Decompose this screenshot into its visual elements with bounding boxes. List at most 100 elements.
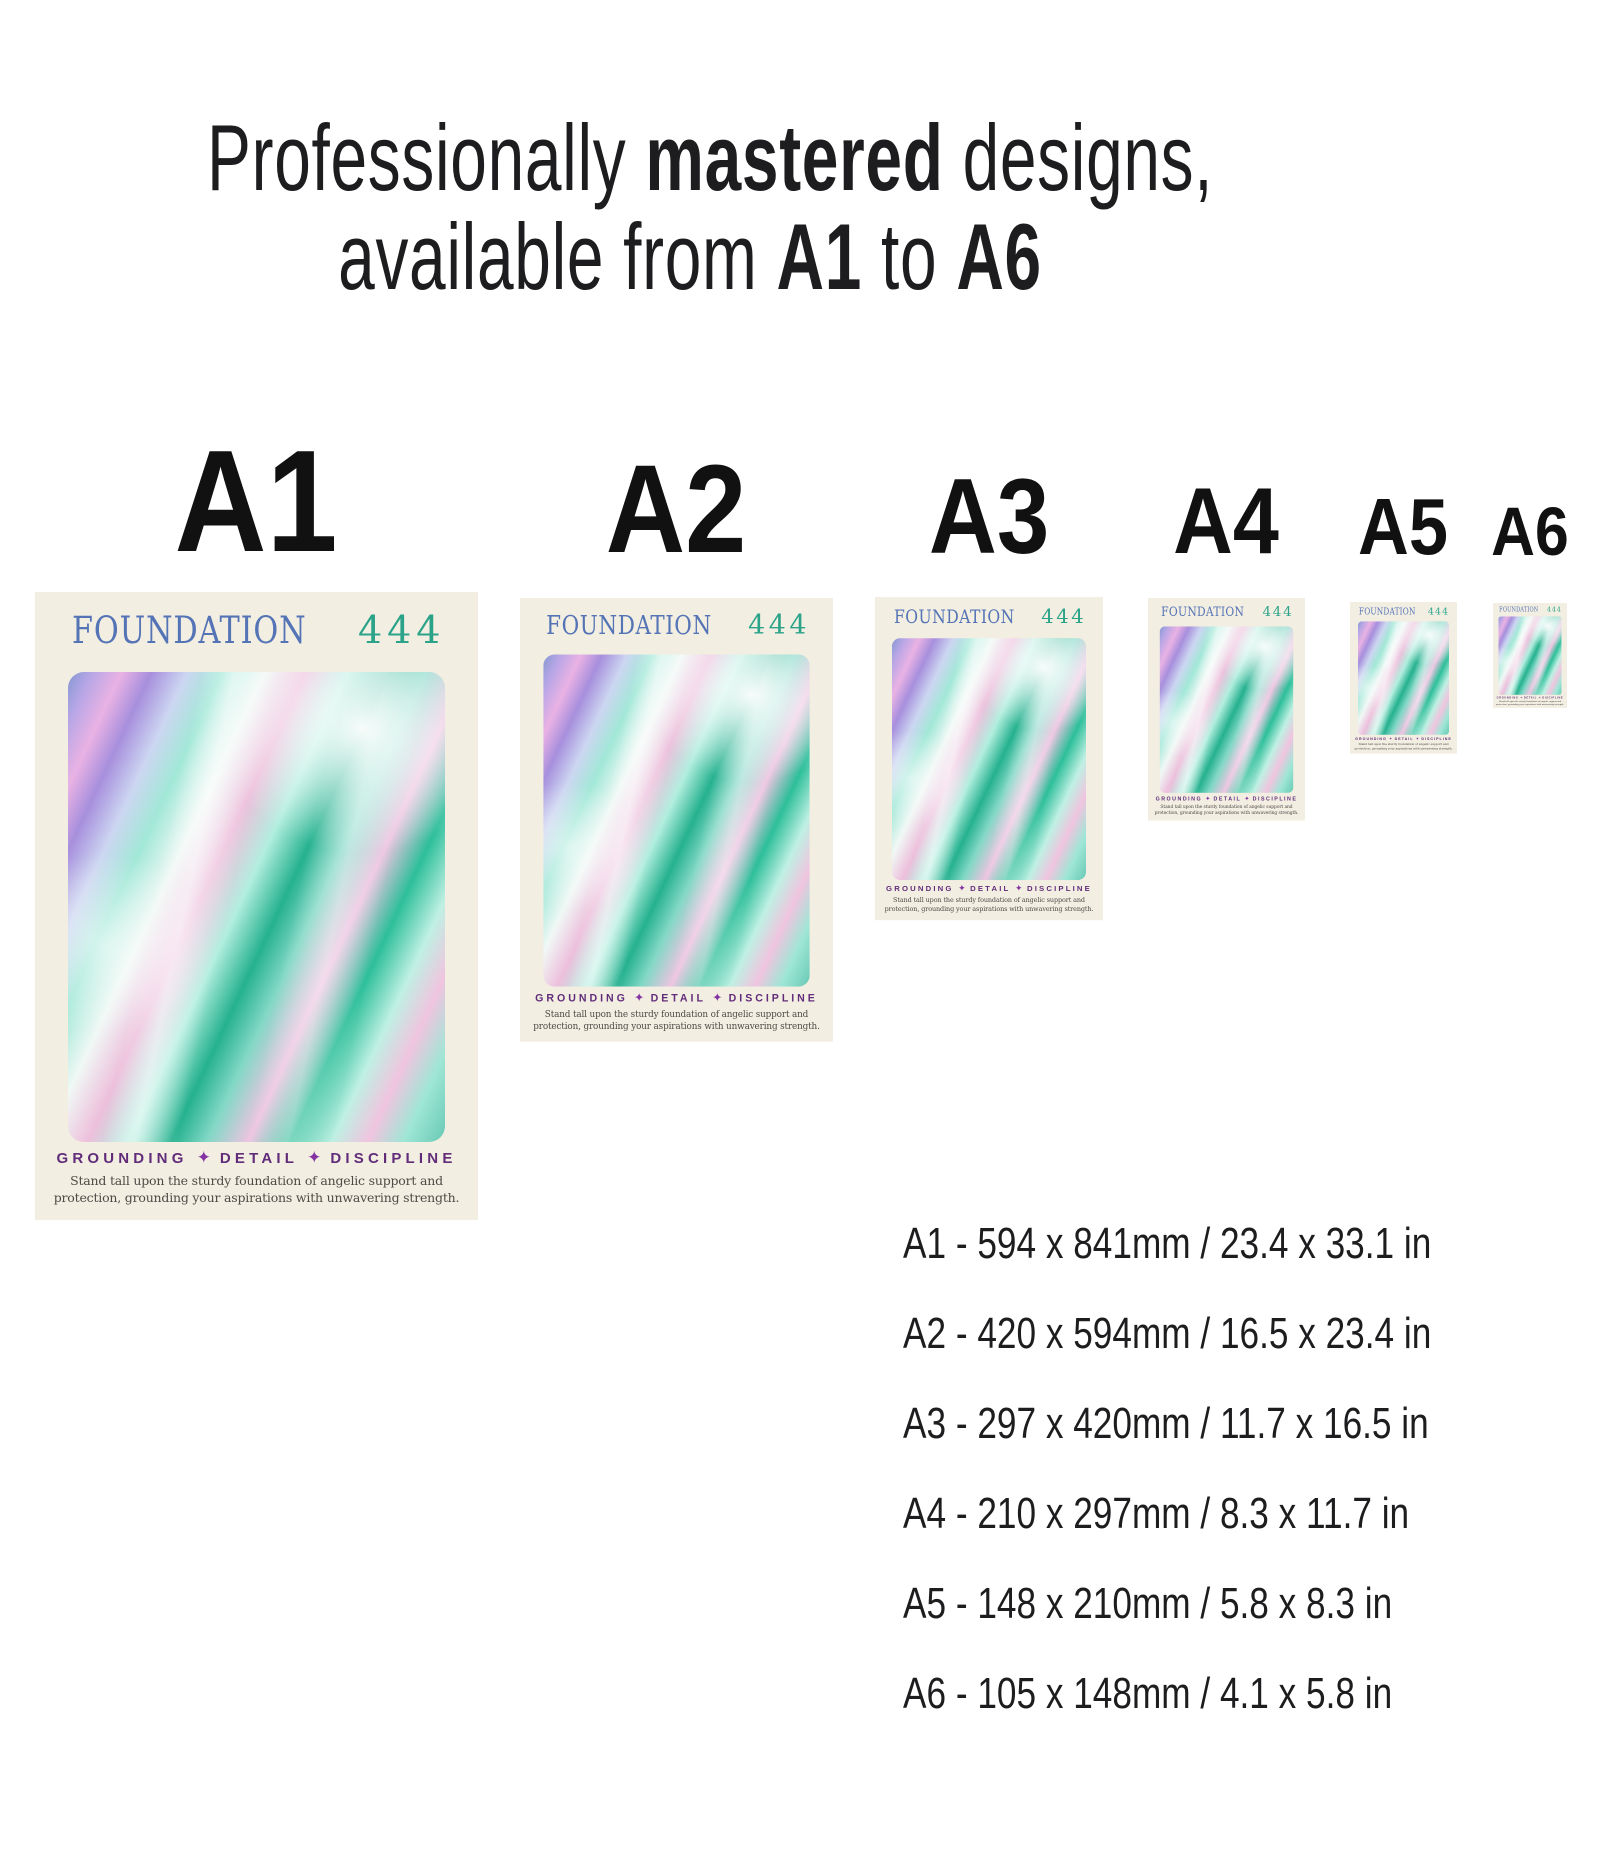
poster-header: FOUNDATION 444 <box>546 609 810 640</box>
poster-number: 444 <box>1546 605 1562 614</box>
poster-a1: FOUNDATION 444 GROUNDING ✦ DETAIL ✦ DISCIPLI… <box>35 592 478 1220</box>
poster-description: Stand tall upon the sturdy foundation of… <box>1350 742 1457 750</box>
title-line-1: Professionally mastered designs, <box>207 105 1213 210</box>
poster-brand: FOUNDATION <box>894 605 1015 628</box>
poster-number: 444 <box>1262 603 1294 620</box>
tagline-word: DISCIPLINE <box>1252 795 1298 802</box>
star-icon: ✦ <box>958 883 966 893</box>
description-line: protection, grounding your aspirations w… <box>1496 702 1564 706</box>
description-line: Stand tall upon the sturdy foundation of… <box>893 896 1085 904</box>
tagline-word: GROUNDING <box>1155 795 1203 802</box>
poster-description: Stand tall upon the sturdy foundation of… <box>1493 700 1567 706</box>
tagline-word: DISCIPLINE <box>728 992 818 1005</box>
poster-description: Stand tall upon the sturdy foundation of… <box>1148 804 1305 816</box>
poster-a4: FOUNDATION 444 GROUNDING ✦ DETAIL ✦ DISCIPLI… <box>1148 598 1305 821</box>
tagline-word: GROUNDING <box>56 1150 188 1167</box>
description-line: protection, grounding your aspirations w… <box>53 1190 460 1205</box>
star-icon: ✦ <box>1538 695 1541 700</box>
holographic-artwork <box>891 638 1087 881</box>
poster-number: 444 <box>1428 605 1450 617</box>
tagline-word: DETAIL <box>219 1150 299 1167</box>
poster-tagline: GROUNDING ✦ DETAIL ✦ DISCIPLINE <box>520 991 833 1005</box>
title-text: Professionally <box>207 105 646 210</box>
poster-tagline: GROUNDING✦DETAIL✦DISCIPLINE <box>1148 795 1305 802</box>
title-text: to <box>862 204 957 309</box>
description-line: protection, grounding your aspirations w… <box>1354 746 1453 751</box>
title-line-2: available from A1 to A6 <box>207 207 1173 306</box>
title-emphasis: A6 <box>956 204 1042 309</box>
poster-a5: FOUNDATION 444 GROUNDING ✦ DETAIL ✦ DISCIPLI… <box>1350 602 1457 754</box>
size-label-a1: A1 <box>174 420 338 582</box>
poster-a3: FOUNDATION 444 GROUNDING ✦ DETAIL ✦ DISCIPLI… <box>875 597 1103 921</box>
star-icon: ✦ <box>196 1148 211 1167</box>
star-icon: ✦ <box>634 990 645 1005</box>
star-icon: ✦ <box>1415 736 1420 741</box>
size-spec-a1: A1 - 594 x 841mm / 23.4 x 33.1 in <box>903 1219 1432 1268</box>
tagline-word: DISCIPLINE <box>1027 884 1092 893</box>
poster-slot-a1: FOUNDATION 444 GROUNDING ✦ DETAIL ✦ DISCIPLI… <box>35 592 478 1220</box>
tagline-word: DETAIL <box>1394 736 1414 741</box>
poster-number: 444 <box>1041 605 1087 628</box>
title-emphasis: A1 <box>776 204 863 309</box>
poster-description: Stand tall upon the sturdy foundation of… <box>520 1008 833 1032</box>
size-spec-a3: A3 - 297 x 420mm / 11.7 x 16.5 in <box>903 1399 1429 1448</box>
description-line: protection, grounding your aspirations w… <box>884 904 1094 913</box>
title-emphasis: mastered <box>645 105 944 210</box>
tagline-word: DETAIL <box>650 992 706 1005</box>
poster-header: FOUNDATION 444 <box>1499 606 1561 613</box>
poster-slot-a6: FOUNDATION 444 GROUNDING✦ DETAIL✦ DISCIPLI… <box>1493 603 1567 708</box>
star-icon: ✦ <box>1205 795 1211 802</box>
description-line: Stand tall upon the sturdy foundation of… <box>1160 803 1293 810</box>
poster-tagline: GROUNDING✦DETAIL✦DISCIPLINE <box>1350 736 1457 741</box>
size-label-a5: A5 <box>1358 482 1448 571</box>
poster-description: Stand tall upon the sturdy foundation of… <box>35 1172 478 1206</box>
holographic-artwork <box>543 654 810 987</box>
poster-header: FOUNDATION 444 <box>1161 604 1293 620</box>
tagline-word: GROUNDING <box>1496 696 1519 700</box>
star-icon: ✦ <box>1015 883 1023 893</box>
title-text: available from <box>338 204 777 309</box>
size-label-a3: A3 <box>928 456 1050 576</box>
size-label-a6: A6 <box>1491 493 1569 570</box>
poster-tagline: GROUNDING✦DETAIL✦DISCIPLINE <box>35 1148 478 1168</box>
holographic-artwork <box>68 672 445 1142</box>
size-spec-a4: A4 - 210 x 297mm / 8.3 x 11.7 in <box>903 1489 1410 1538</box>
star-icon: ✦ <box>1244 795 1250 802</box>
tagline-word: DETAIL <box>1523 696 1537 700</box>
description-line: protection, grounding your aspirations w… <box>1154 809 1299 816</box>
tagline-word: DISCIPLINE <box>1421 736 1452 741</box>
size-label-a2: A2 <box>605 440 747 579</box>
poster-a6: FOUNDATION 444 GROUNDING✦ DETAIL✦ DISCIPLI… <box>1493 603 1567 708</box>
star-icon: ✦ <box>712 990 723 1005</box>
poster-slot-a4: FOUNDATION 444 GROUNDING ✦ DETAIL ✦ DISCIPLI… <box>1148 598 1305 821</box>
description-line: Stand tall upon the sturdy foundation of… <box>544 1008 809 1020</box>
holographic-artwork <box>1357 621 1450 735</box>
size-spec-a5: A5 - 148 x 210mm / 5.8 x 8.3 in <box>903 1579 1393 1628</box>
poster-brand: FOUNDATION <box>546 610 712 641</box>
poster-number: 444 <box>357 608 446 652</box>
description-line: Stand tall upon the sturdy foundation of… <box>1498 700 1562 703</box>
tagline-word: GROUNDING <box>1355 736 1387 741</box>
tagline-word: GROUNDING <box>535 992 628 1005</box>
poster-brand: FOUNDATION <box>72 609 307 652</box>
title-text: designs, <box>943 105 1214 210</box>
size-spec-a2: A2 - 420 x 594mm / 16.5 x 23.4 in <box>903 1309 1432 1358</box>
poster-slot-a3: FOUNDATION 444 GROUNDING ✦ DETAIL ✦ DISCIPLI… <box>875 597 1103 921</box>
poster-slot-a5: FOUNDATION 444 GROUNDING ✦ DETAIL ✦ DISCIPLI… <box>1350 602 1457 754</box>
holographic-artwork <box>1159 626 1294 793</box>
poster-tagline: GROUNDING✦DETAIL✦DISCIPLINE <box>875 883 1103 893</box>
poster-brand: FOUNDATION <box>1161 604 1245 620</box>
tagline-word: DISCIPLINE <box>1542 696 1564 700</box>
description-line: Stand tall upon the sturdy foundation of… <box>1358 742 1449 746</box>
page-title: Professionally mastered designs, availab… <box>207 105 1213 306</box>
description-line: Stand tall upon the sturdy foundation of… <box>70 1173 443 1188</box>
tagline-word: GROUNDING <box>886 884 954 893</box>
poster-brand: FOUNDATION <box>1499 605 1539 614</box>
poster-header: FOUNDATION 444 <box>1359 606 1449 617</box>
poster-header: FOUNDATION 444 <box>72 608 445 652</box>
poster-header: FOUNDATION 444 <box>894 605 1086 628</box>
star-icon: ✦ <box>1519 695 1523 700</box>
holographic-artwork <box>1498 616 1562 695</box>
tagline-word: DISCIPLINE <box>330 1150 457 1167</box>
